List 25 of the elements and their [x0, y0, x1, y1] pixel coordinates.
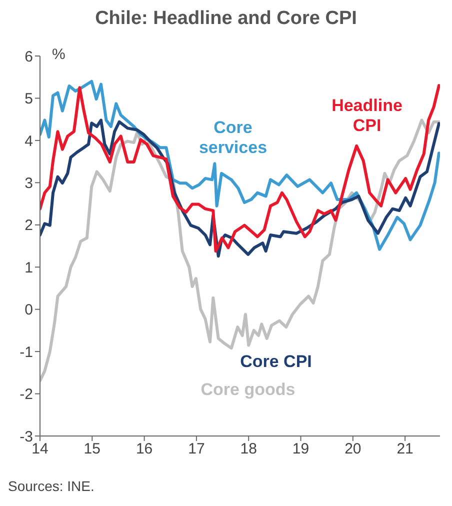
y-tick-label: 2	[24, 217, 33, 234]
y-tick-label: 0	[24, 302, 33, 319]
x-tick-label: 21	[396, 440, 414, 458]
x-tick-label: 17	[188, 440, 205, 458]
x-tick-label: 20	[344, 440, 362, 458]
source-note: Sources: INE.	[8, 478, 96, 494]
y-tick-label: -3	[20, 428, 33, 446]
y-tick-label: 1	[24, 259, 33, 276]
text: Core CPI	[239, 352, 313, 372]
x-tick-label: 15	[84, 440, 100, 458]
x-tick-label: 19	[292, 440, 310, 458]
series-label: Core services	[198, 118, 268, 158]
chart-title: Chile: Headline and Core CPI	[94, 8, 358, 31]
y-tick-label: -2	[20, 386, 33, 404]
y-tick-label: 3	[24, 174, 33, 192]
text: Core goods	[200, 380, 296, 400]
x-tick-label: 16	[136, 440, 153, 458]
x-tick-label: 18	[240, 440, 257, 458]
series-label: Headline CPI	[330, 96, 404, 136]
y-tick-label: 4	[24, 132, 33, 150]
x-tick-label: 14	[32, 440, 48, 458]
y-tick-label: -1	[20, 344, 33, 361]
y-tick-label: 5	[24, 90, 33, 108]
y-axis-title: %	[52, 46, 66, 63]
y-tick-label: 6	[24, 48, 33, 66]
